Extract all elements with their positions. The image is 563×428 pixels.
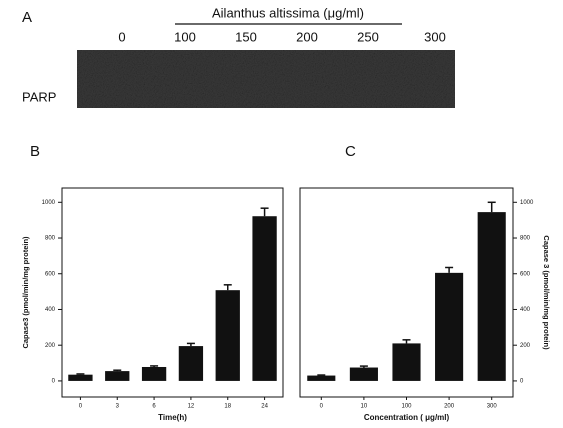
lane-label: 300 [424,29,446,44]
x-tick-label: 12 [188,404,195,410]
x-tick-label: 200 [444,404,455,410]
bar [477,212,506,381]
x-tick-label: 10 [361,404,368,410]
x-tick-label: 24 [261,404,268,410]
y-tick-label: 200 [45,343,56,349]
x-tick-label: 6 [152,404,156,410]
x-tick-label: 0 [320,404,324,410]
lane-label: 0 [118,29,125,44]
y-tick-label: 1000 [42,200,56,206]
panel-label: B [30,143,40,160]
bar [178,346,204,381]
lane-label: 150 [235,29,257,44]
plot-frame [61,187,284,398]
lane-label: 250 [357,29,379,44]
x-tick-label: 18 [224,404,231,410]
y-axis-label: Capase 3 (pmol/min/mg protein) [542,235,551,350]
x-tick-label: 0 [79,404,83,410]
y-tick-label: 800 [45,236,56,242]
blot-band [77,50,455,108]
x-tick-label: 100 [401,404,412,410]
y-tick-label: 0 [520,379,524,385]
x-axis-label: Time(h) [158,413,187,422]
y-axis-label: Capase3 (pmol/min/mg protein) [21,236,30,349]
bar [252,216,277,381]
bar [105,371,130,381]
y-tick-label: 0 [52,379,56,385]
bar [215,290,240,381]
y-tick-label: 600 [520,271,531,277]
lane-label: 100 [174,29,196,44]
bar [435,272,464,381]
x-axis-label: Concentration ( μg/ml) [364,413,450,422]
bar [392,343,421,381]
y-tick-label: 1000 [520,200,534,206]
y-tick-label: 600 [45,271,56,277]
bar [349,367,378,381]
panel-label: A [22,9,32,26]
bar [68,374,93,381]
y-tick-label: 400 [520,307,531,313]
lane-label: 200 [296,29,318,44]
band-label: PARP [22,89,56,104]
x-tick-label: 300 [487,404,498,410]
blot-title: Ailanthus altissima (μg/ml) [212,5,364,20]
bar [307,375,336,381]
y-tick-label: 800 [520,236,531,242]
y-tick-label: 400 [45,307,56,313]
y-tick-label: 200 [520,343,531,349]
panel-label: C [345,143,356,160]
x-tick-label: 3 [116,404,120,410]
bar [141,366,167,381]
